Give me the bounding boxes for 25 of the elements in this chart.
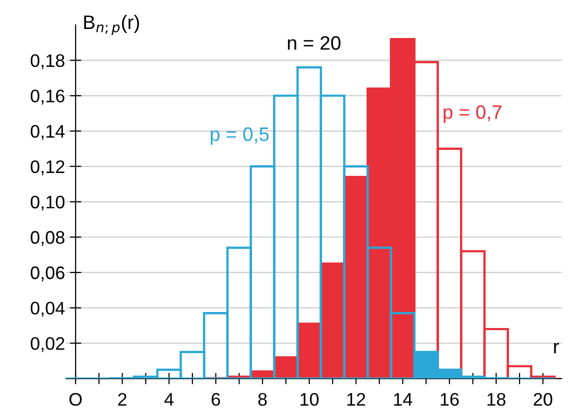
y-tick-label: 0,06 — [30, 266, 64, 282]
x-tick-label: 16 — [440, 392, 459, 406]
y-tick-label: 0,02 — [30, 337, 64, 352]
x-tick-label: 6 — [212, 392, 220, 406]
series-label: p = 0,7 — [444, 105, 502, 123]
x-tick-label: 10 — [300, 392, 319, 406]
x-tick-label: 20 — [534, 392, 552, 406]
x-axis-title: r — [554, 342, 559, 354]
x-tick-label: 14 — [394, 393, 412, 406]
y-tick-label: 0,16 — [30, 90, 64, 105]
x-tick-label: 8 — [258, 392, 267, 406]
x-tick-label: 2 — [118, 392, 126, 406]
y-tick-label: 0,08 — [30, 231, 64, 246]
x-tick-label: 4 — [164, 393, 174, 406]
annotation: n = 20 — [288, 36, 340, 50]
x-tick-label: O — [69, 392, 82, 406]
y-axis-title: B$_{n;p}$(r) — [84, 14, 140, 35]
y-tick-label: 0,18 — [30, 54, 64, 70]
y-tick-label: 0,12 — [30, 160, 64, 176]
x-tick-label: 18 — [488, 392, 506, 406]
y-tick-label: 0,04 — [30, 302, 65, 317]
x-tick-label: 12 — [347, 392, 366, 406]
y-tick-label: 0,10 — [30, 196, 64, 211]
y-tick-label: 0,14 — [30, 124, 65, 140]
series-label: p = 0,5 — [210, 127, 269, 145]
